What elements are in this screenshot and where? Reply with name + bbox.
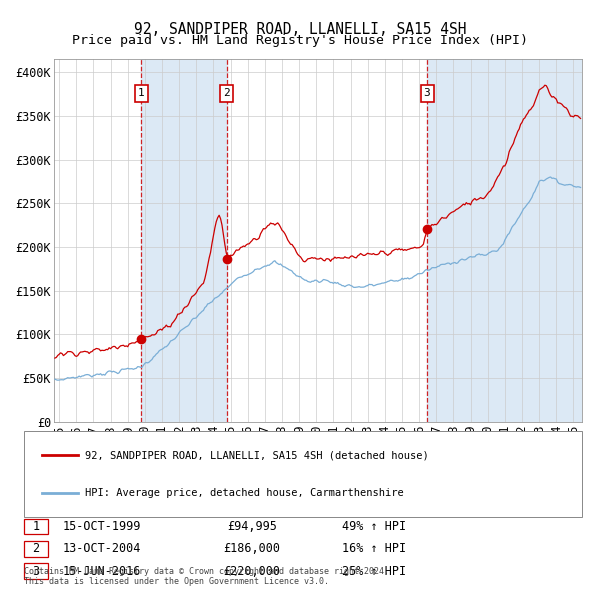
Text: 3: 3 [424, 88, 430, 99]
Bar [141, 59, 227, 422]
Text: 92, SANDPIPER ROAD, LLANELLI, SA15 4SH: 92, SANDPIPER ROAD, LLANELLI, SA15 4SH [134, 22, 466, 37]
Text: 25% ↑ HPI: 25% ↑ HPI [342, 565, 406, 578]
Text: Contains HM Land Registry data © Crown copyright and database right 2024.
This d: Contains HM Land Registry data © Crown c… [24, 567, 389, 586]
Text: 16% ↑ HPI: 16% ↑ HPI [342, 542, 406, 555]
Text: 15-JUN-2016: 15-JUN-2016 [63, 565, 142, 578]
Text: 3: 3 [32, 565, 40, 578]
Text: 2: 2 [224, 88, 230, 99]
Text: 1: 1 [32, 520, 40, 533]
Text: 13-OCT-2004: 13-OCT-2004 [63, 542, 142, 555]
Bar [427, 59, 582, 422]
Text: 92, SANDPIPER ROAD, LLANELLI, SA15 4SH (detached house): 92, SANDPIPER ROAD, LLANELLI, SA15 4SH (… [85, 450, 429, 460]
Text: £220,000: £220,000 [223, 565, 281, 578]
Text: £94,995: £94,995 [227, 520, 277, 533]
Text: 2: 2 [32, 542, 40, 555]
Text: Price paid vs. HM Land Registry's House Price Index (HPI): Price paid vs. HM Land Registry's House … [72, 34, 528, 47]
Text: 1: 1 [138, 88, 145, 99]
Text: £186,000: £186,000 [223, 542, 281, 555]
Text: HPI: Average price, detached house, Carmarthenshire: HPI: Average price, detached house, Carm… [85, 488, 404, 498]
Text: 15-OCT-1999: 15-OCT-1999 [63, 520, 142, 533]
Text: 49% ↑ HPI: 49% ↑ HPI [342, 520, 406, 533]
